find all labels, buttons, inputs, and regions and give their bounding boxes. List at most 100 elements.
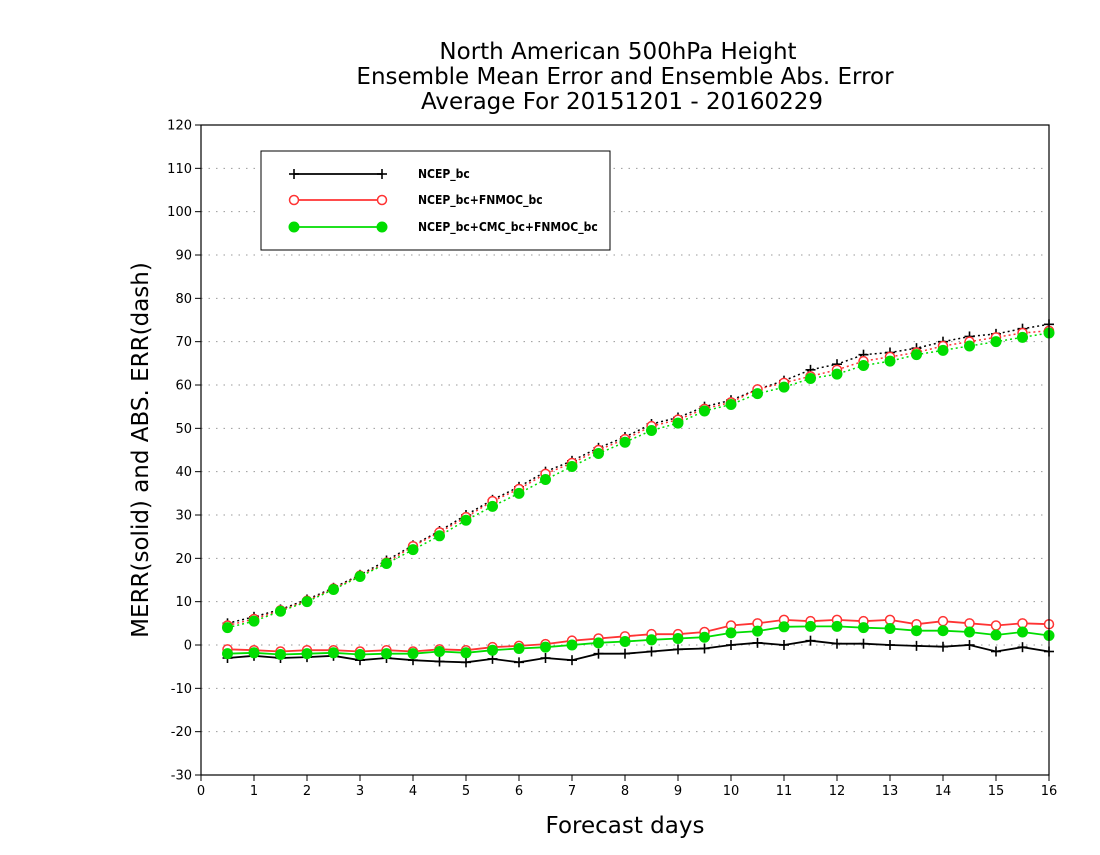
y-tick-label: 30 xyxy=(175,509,192,524)
mean-error-point xyxy=(1017,618,1028,629)
legend-swatch-marker xyxy=(377,169,387,179)
mean-error-point xyxy=(752,625,763,637)
x-tick-label: 5 xyxy=(462,784,470,799)
abs-error-point xyxy=(487,500,498,512)
abs-error-point xyxy=(725,399,737,410)
mean-error-point xyxy=(805,620,816,632)
abs-error-point xyxy=(911,349,922,361)
abs-error-line xyxy=(227,330,1050,627)
mean-error-point xyxy=(726,640,736,650)
mean-error-point xyxy=(672,633,684,644)
series-NCEP_bc+CMC_bc+FNMOC_bc xyxy=(222,327,1055,661)
series-NCEP_bc xyxy=(222,319,1054,668)
abs-error-point xyxy=(381,558,392,570)
mean-error-point xyxy=(884,623,896,635)
abs-error-point xyxy=(752,388,763,400)
mean-error-point xyxy=(911,625,922,637)
mean-error-point xyxy=(222,648,233,660)
y-axis: -30 -20 -10 0 10 20 30 40 50 60 70 80 90 100 110 120 xyxy=(167,119,201,784)
legend-item: NCEP_bc xyxy=(289,167,470,182)
mean-error-point xyxy=(937,625,949,637)
mean-error-point xyxy=(964,640,975,650)
mean-error-point xyxy=(275,649,286,661)
mean-error-point xyxy=(619,636,631,648)
mean-error-point xyxy=(778,621,790,633)
y-tick-label: 70 xyxy=(175,335,192,350)
mean-error-point xyxy=(885,640,895,650)
x-tick-label: 3 xyxy=(356,784,364,799)
grid-lines xyxy=(201,167,1049,733)
mean-error-point xyxy=(805,635,816,646)
abs-error-point xyxy=(646,425,657,436)
abs-error-point xyxy=(275,605,286,617)
legend-item: NCEP_bc+CMC_bc+FNMOC_bc xyxy=(288,220,598,235)
chart-title-line-2: Ensemble Mean Error and Ensemble Abs. Er… xyxy=(356,64,894,90)
mean-error-point xyxy=(540,641,551,653)
legend: NCEP_bc NCEP_bc+FNMOC_bc NCEP_bc+CMC_bc+FN… xyxy=(260,150,611,251)
chart-title: North American 500hPa Height Ensemble Me… xyxy=(356,39,894,115)
abs-error-point xyxy=(301,596,313,608)
abs-error-point xyxy=(990,336,1002,348)
y-tick-label: -30 xyxy=(171,769,192,784)
mean-error-point xyxy=(831,620,843,632)
abs-error-point xyxy=(407,544,419,556)
mean-error-point xyxy=(487,644,498,656)
abs-error-point xyxy=(884,355,896,367)
mean-error-point xyxy=(540,653,551,663)
abs-error-point xyxy=(513,487,525,499)
legend-label: NCEP_bc xyxy=(418,167,470,182)
mean-error-point xyxy=(461,657,471,668)
mean-error-point xyxy=(593,637,604,649)
y-tick-label: 80 xyxy=(175,292,192,307)
y-tick-label: 120 xyxy=(167,119,192,134)
x-tick-label: 11 xyxy=(776,784,793,799)
y-tick-label: 90 xyxy=(175,249,192,264)
mean-error-point xyxy=(434,656,445,667)
x-tick-label: 14 xyxy=(935,784,952,799)
mean-error-point xyxy=(646,634,657,646)
mean-error-point xyxy=(460,647,472,659)
y-tick-label: 50 xyxy=(175,422,192,437)
mean-error-point xyxy=(858,638,869,649)
mean-error-point xyxy=(779,640,789,650)
x-tick-label: 16 xyxy=(1041,784,1058,799)
mean-error-point xyxy=(381,648,392,660)
mean-error-point xyxy=(938,641,948,652)
mean-error-point xyxy=(964,626,975,638)
mean-error-point xyxy=(964,618,975,629)
legend-swatch-marker xyxy=(376,221,388,233)
y-tick-label: 20 xyxy=(175,552,192,567)
x-tick-label: 1 xyxy=(250,784,258,799)
y-tick-label: 0 xyxy=(184,639,192,654)
y-tick-label: 60 xyxy=(175,379,192,394)
abs-error-point xyxy=(248,615,260,627)
mean-error-point xyxy=(513,642,525,654)
mean-error-point xyxy=(911,640,922,651)
legend-swatch-marker xyxy=(288,221,300,233)
mean-error-point xyxy=(620,648,630,659)
y-tick-label: 10 xyxy=(175,595,192,610)
x-tick-label: 13 xyxy=(882,784,899,799)
abs-error-point xyxy=(699,405,710,417)
y-tick-label: 40 xyxy=(175,465,192,480)
chart-title-line-3: Average For 20151201 - 20160229 xyxy=(421,89,823,115)
mean-error-point xyxy=(752,637,763,648)
mean-error-point xyxy=(646,646,657,657)
mean-error-point xyxy=(566,639,578,651)
mean-error-point xyxy=(937,615,949,627)
mean-error-point xyxy=(301,648,313,660)
mean-error-point xyxy=(407,648,419,660)
abs-error-point xyxy=(460,514,472,526)
abs-error-line xyxy=(227,323,1050,625)
mean-error-point xyxy=(699,631,710,643)
legend-swatch-marker xyxy=(288,194,300,206)
mean-error-point xyxy=(514,657,524,668)
legend-label: NCEP_bc+FNMOC_bc xyxy=(418,193,543,208)
abs-error-point xyxy=(937,344,949,356)
x-axis-title: Forecast days xyxy=(546,813,705,839)
x-tick-label: 0 xyxy=(197,784,205,799)
legend-swatch-marker xyxy=(289,169,299,179)
chart-title-line-1: North American 500hPa Height xyxy=(439,39,796,65)
mean-error-point xyxy=(593,648,604,659)
x-tick-label: 10 xyxy=(723,784,740,799)
